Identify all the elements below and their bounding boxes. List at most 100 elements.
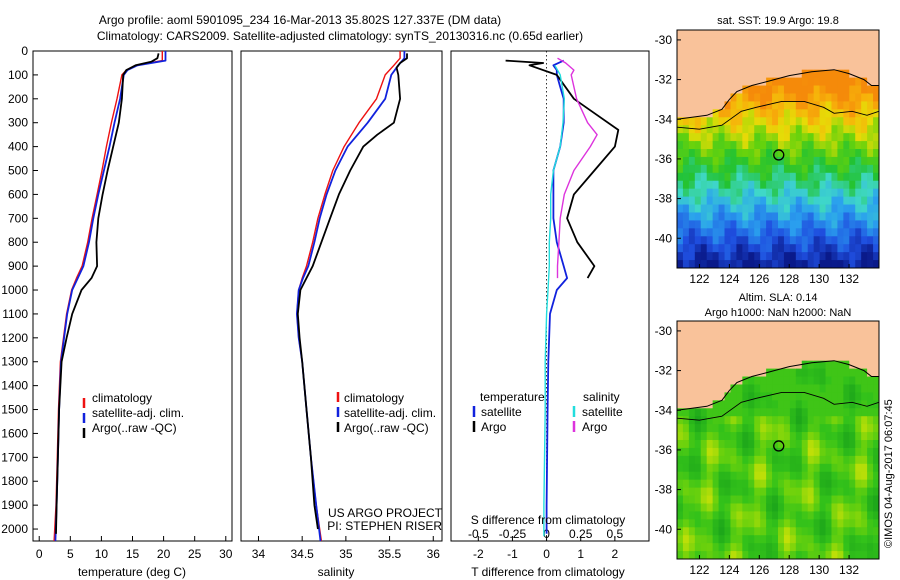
heatmap-cell [825,252,833,261]
sla-map-frame [676,320,880,560]
heatmap-cell [849,368,856,378]
heatmap-cell [766,77,773,87]
heatmap-cell [724,511,732,520]
heatmap-cell [849,392,856,401]
heatmap-cell [813,495,821,505]
heatmap-cell [801,196,809,206]
heatmap-cell [718,535,726,544]
heatmap-cell [873,30,879,39]
heatmap-cell [831,117,839,126]
heatmap-cell [694,376,702,386]
heatmap-cell [712,416,720,425]
heatmap-cell [748,479,755,489]
heatmap-cell [736,117,743,126]
heatmap-cell [688,244,696,253]
heatmap-cell [700,117,708,126]
heatmap-cell [795,212,803,221]
heatmap-cell [694,440,702,449]
heatmap-cell [867,172,874,182]
y-tick-label: 900 [8,259,28,273]
heatmap-cell [867,321,874,330]
heatmap-cell [825,164,833,174]
heatmap-cell [778,440,785,449]
heatmap-cell [772,432,779,441]
heatmap-cell [766,30,773,39]
heatmap-cell [837,228,844,237]
heatmap-cell [677,495,684,505]
heatmap-cell [748,149,755,158]
heatmap-cell [682,77,690,87]
heatmap-cell [813,368,821,378]
heatmap-cell [730,471,738,481]
top-tick-label: 0.5 [607,527,624,541]
heatmap-cell [795,328,803,338]
heatmap-cell [837,85,844,95]
heatmap-cell [849,53,856,63]
heatmap-cell [742,61,749,71]
heatmap-cell [748,244,755,253]
heatmap-cell [837,252,844,261]
heatmap-cell [831,432,839,441]
heatmap-cell [772,69,779,79]
heatmap-cell [736,487,743,497]
heatmap-cell [849,344,856,354]
heatmap-cell [748,172,755,182]
heatmap-cell [760,260,767,268]
heatmap-cell [855,212,862,221]
heatmap-cell [688,424,696,433]
heatmap-cell [813,479,821,489]
y-tick-label: 0 [21,44,28,58]
heatmap-cell [813,236,821,245]
heatmap-cell [837,479,844,489]
heatmap-cell [712,188,720,198]
heatmap-cell [712,424,720,433]
heatmap-cell [807,125,815,134]
heatmap-cell [718,30,726,39]
heatmap-cell [677,463,684,473]
heatmap-cell [682,527,690,536]
heatmap-cell [772,149,779,158]
heatmap-cell [849,408,856,417]
heatmap-cell [789,133,797,142]
heatmap-cell [718,527,726,536]
heatmap-cell [778,133,785,142]
heatmap-cell [825,336,833,346]
sst-map-title: sat. SST: 19.9 Argo: 19.8 [717,15,839,27]
y-tick-label: 1300 [1,355,28,369]
heatmap-cell [677,172,684,182]
y-tick-label: -36 [655,152,673,166]
heatmap-cell [789,432,797,441]
heatmap-cell [867,109,874,118]
heatmap-cell [754,487,761,497]
heatmap-cell [873,53,879,63]
heatmap-cell [795,260,803,268]
heatmap-cell [861,503,868,512]
heatmap-cell [766,440,773,449]
heatmap-cell [706,336,714,346]
heatmap-cell [754,527,761,536]
heatmap-cell [795,471,803,481]
heatmap-cell [754,424,761,433]
heatmap-cell [873,463,879,473]
heatmap-cell [736,180,743,190]
heatmap-cell [700,53,708,63]
heatmap-cell [861,455,868,465]
heatmap-cell [742,77,749,87]
heatmap-cell [825,188,833,198]
heatmap-cell [688,93,696,102]
heatmap-cell [873,479,879,489]
sst-map-frame [676,29,880,269]
heatmap-cell [742,511,749,520]
heatmap-cell [742,321,749,330]
heatmap-cell [789,503,797,512]
heatmap-cell [772,527,779,536]
heatmap-cell [825,447,833,457]
heatmap-cell [766,432,773,441]
heatmap-cell [819,535,827,544]
heatmap-cell [694,360,702,370]
heatmap-cell [837,455,844,465]
heatmap-cell [807,61,815,71]
heatmap-cell [706,479,714,489]
heatmap-cell [736,511,743,520]
heatmap-cell [694,511,702,520]
